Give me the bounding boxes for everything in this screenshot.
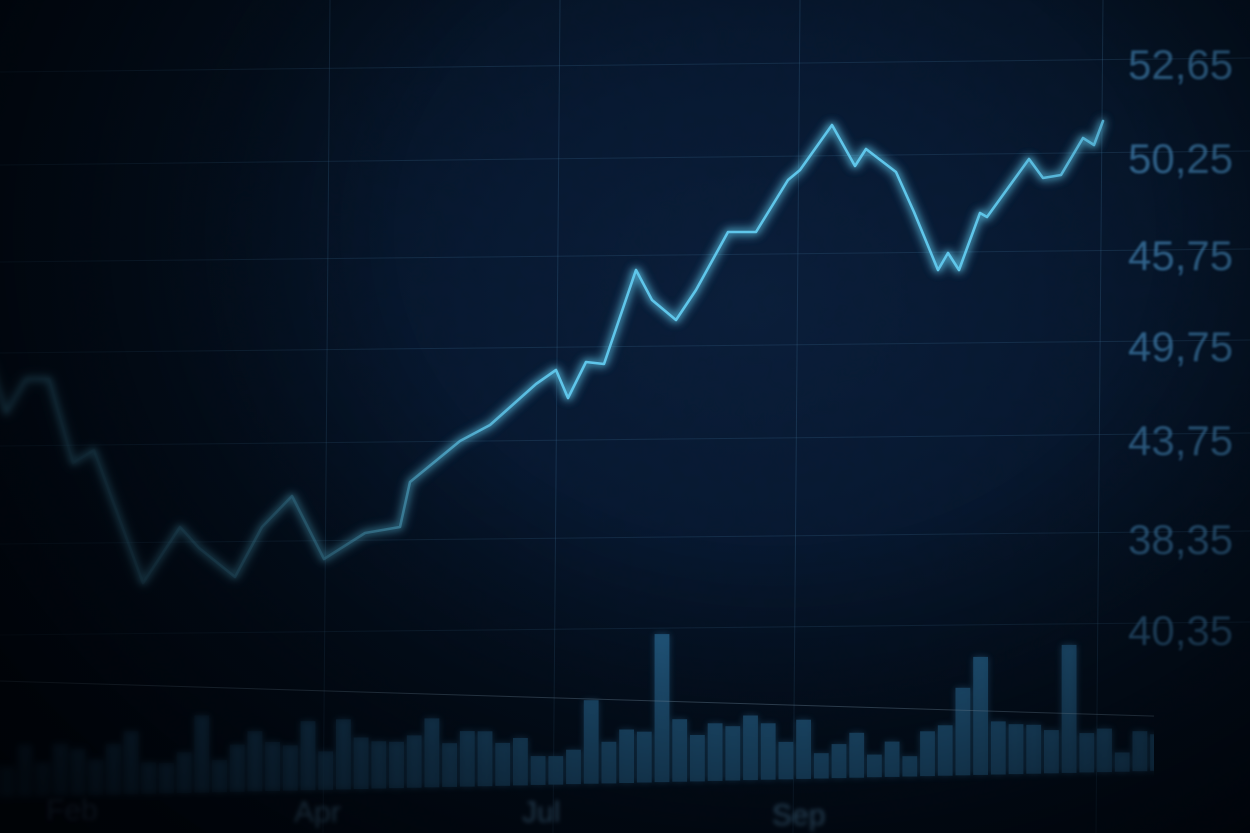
svg-text:49,75: 49,75 — [1128, 323, 1233, 370]
svg-text:45,75: 45,75 — [1128, 232, 1233, 279]
svg-text:50,25: 50,25 — [1128, 135, 1233, 182]
svg-text:52,65: 52,65 — [1128, 41, 1233, 88]
svg-text:Jul: Jul — [522, 796, 560, 829]
svg-text:43,75: 43,75 — [1128, 417, 1233, 464]
svg-text:Sep: Sep — [772, 799, 825, 832]
svg-text:38,35: 38,35 — [1128, 516, 1233, 563]
svg-text:Feb: Feb — [46, 794, 98, 827]
svg-text:40,35: 40,35 — [1128, 607, 1233, 654]
svg-text:Apr: Apr — [294, 796, 341, 829]
